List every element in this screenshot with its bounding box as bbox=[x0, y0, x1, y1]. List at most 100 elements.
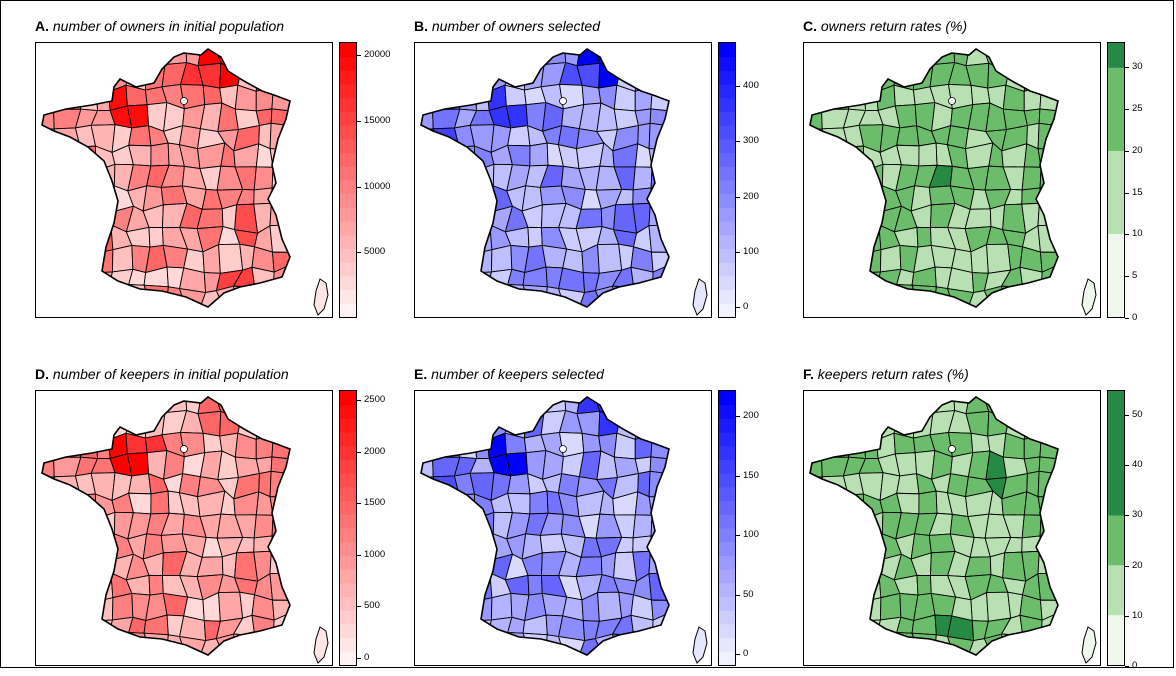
department-region bbox=[42, 513, 64, 535]
legend-tick-label: 0 bbox=[1132, 312, 1138, 323]
department-region bbox=[72, 597, 98, 622]
department-region bbox=[648, 202, 669, 227]
legend-class-swatch bbox=[1108, 233, 1124, 317]
department-region bbox=[629, 286, 654, 307]
department-region bbox=[94, 211, 113, 227]
department-region bbox=[597, 591, 623, 622]
department-region bbox=[269, 122, 290, 150]
department-region bbox=[95, 430, 111, 460]
department-region bbox=[451, 573, 478, 602]
department-region bbox=[1025, 49, 1042, 73]
legend-tick-labels: 50 40 30 20 10 0 bbox=[1125, 390, 1165, 671]
department-region bbox=[829, 530, 846, 558]
department-region bbox=[863, 82, 879, 112]
legend-tick-mark bbox=[1125, 318, 1129, 319]
department-region bbox=[810, 494, 831, 518]
legend-step-swatch bbox=[340, 418, 356, 433]
department-region bbox=[54, 227, 75, 252]
legend-step-swatch bbox=[719, 473, 735, 488]
legend-step-swatch bbox=[719, 500, 735, 515]
legend-tick-label: 25 bbox=[1132, 102, 1143, 114]
department-region bbox=[581, 432, 602, 454]
department-region bbox=[452, 170, 476, 189]
department-region bbox=[73, 182, 97, 214]
legend-tick-label: 400 bbox=[743, 80, 759, 92]
department-region bbox=[255, 456, 273, 475]
legend-step-swatch bbox=[340, 97, 356, 112]
choropleth-map bbox=[35, 390, 333, 666]
legend-tick-mark bbox=[357, 451, 361, 453]
legend-tick-label: 10000 bbox=[364, 180, 391, 192]
department-region bbox=[440, 530, 457, 558]
department-region bbox=[490, 592, 513, 621]
department-region bbox=[54, 554, 78, 579]
department-region bbox=[913, 49, 934, 66]
legend-step-swatch bbox=[719, 180, 735, 195]
legend-tick-label: 0 bbox=[743, 300, 749, 312]
department-region bbox=[270, 533, 290, 559]
panel-title: F. keepers return rates (%) bbox=[803, 366, 969, 382]
department-region bbox=[53, 244, 77, 270]
department-region bbox=[433, 69, 456, 93]
department-region bbox=[432, 592, 456, 618]
legend-tick-label: 300 bbox=[743, 135, 759, 147]
panel-letter: E. bbox=[414, 366, 428, 382]
department-region bbox=[821, 432, 850, 458]
legend-step-swatch bbox=[719, 84, 735, 99]
department-region bbox=[856, 249, 882, 274]
department-region bbox=[824, 146, 849, 174]
department-region bbox=[253, 514, 274, 539]
legend-step-swatch bbox=[719, 303, 735, 317]
legend-color-bar bbox=[1107, 390, 1125, 666]
legend-step-swatch bbox=[340, 111, 356, 126]
legend-tick-label: 1000 bbox=[364, 548, 386, 560]
department-region bbox=[970, 432, 991, 454]
legend-step-swatch bbox=[340, 84, 356, 99]
legend-step-swatch bbox=[719, 432, 735, 447]
legend-class-swatch bbox=[1108, 67, 1124, 151]
department-region bbox=[440, 49, 454, 71]
france-outline bbox=[41, 396, 291, 656]
department-region bbox=[1025, 397, 1042, 421]
paris-area bbox=[180, 445, 188, 453]
department-region bbox=[810, 105, 823, 131]
department-region bbox=[433, 206, 457, 231]
department-region bbox=[829, 168, 846, 189]
legend-tick-label: 10 bbox=[1132, 228, 1143, 240]
map-panel-c: C. owners return rates (%) 30 25 20 15 10 5 0 bbox=[803, 18, 1176, 328]
department-region bbox=[432, 631, 460, 655]
legend-step-swatch bbox=[719, 623, 735, 639]
legend-tick-label: 2500 bbox=[364, 394, 386, 406]
department-region bbox=[73, 530, 97, 562]
department-region bbox=[233, 285, 256, 307]
department-region bbox=[507, 125, 531, 147]
legend-tick-mark bbox=[1125, 67, 1129, 69]
department-region bbox=[840, 225, 867, 254]
department-region bbox=[636, 397, 653, 421]
legend-step-swatch bbox=[719, 207, 735, 222]
department-region bbox=[474, 430, 490, 460]
legend-tick-label: 150 bbox=[743, 469, 759, 481]
legend-tick-mark bbox=[736, 594, 740, 596]
department-region bbox=[467, 597, 493, 622]
department-region bbox=[522, 284, 548, 307]
department-region bbox=[841, 556, 868, 577]
legend-step-swatch bbox=[340, 138, 356, 154]
department-region bbox=[1039, 397, 1058, 421]
department-region bbox=[810, 616, 824, 633]
department-region bbox=[810, 553, 831, 581]
paris-area bbox=[948, 97, 956, 105]
department-region bbox=[73, 556, 100, 577]
department-region bbox=[143, 284, 169, 307]
department-region bbox=[271, 49, 290, 73]
department-region bbox=[879, 244, 902, 273]
legend-step-swatch bbox=[340, 248, 356, 263]
department-region bbox=[821, 84, 850, 110]
panel-title: D. number of keepers in initial populati… bbox=[35, 366, 289, 382]
legend-color-bar bbox=[339, 42, 357, 318]
legend-tick-mark bbox=[357, 186, 361, 188]
legend-step-swatch bbox=[340, 275, 356, 291]
department-region bbox=[42, 438, 56, 459]
department-region bbox=[111, 592, 134, 621]
department-region bbox=[557, 288, 586, 307]
